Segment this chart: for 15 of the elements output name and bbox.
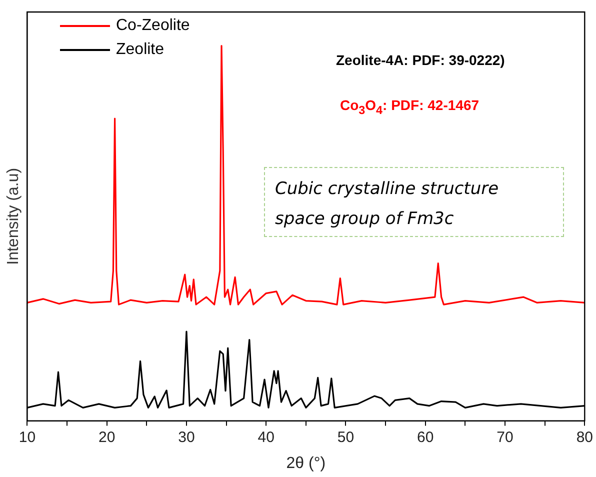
annotation: Zeolite-4A: PDF: 39-0222) <box>336 52 505 68</box>
x-tick-label: 70 <box>496 428 514 446</box>
x-tick-label: 40 <box>258 428 274 446</box>
legend-label: Co-Zeolite <box>116 16 190 36</box>
x-tick-label: 80 <box>576 428 593 446</box>
x-tick-label: 60 <box>417 428 434 446</box>
x-tick-label: 20 <box>98 428 116 446</box>
y-axis-title: Intensity (a.u) <box>5 168 22 265</box>
x-axis-title: 2θ (°) <box>286 454 326 472</box>
legend-label: Zeolite <box>116 40 164 60</box>
annotation: Cubic crystalline structure space group of Fm3c <box>264 167 564 237</box>
x-tick-label: 30 <box>178 428 195 446</box>
x-tick-label: 50 <box>337 428 354 446</box>
annotation: Co$_{3}$O$_{4}$: PDF: 42-1467 <box>340 97 480 117</box>
x-tick-label: 10 <box>18 428 36 446</box>
